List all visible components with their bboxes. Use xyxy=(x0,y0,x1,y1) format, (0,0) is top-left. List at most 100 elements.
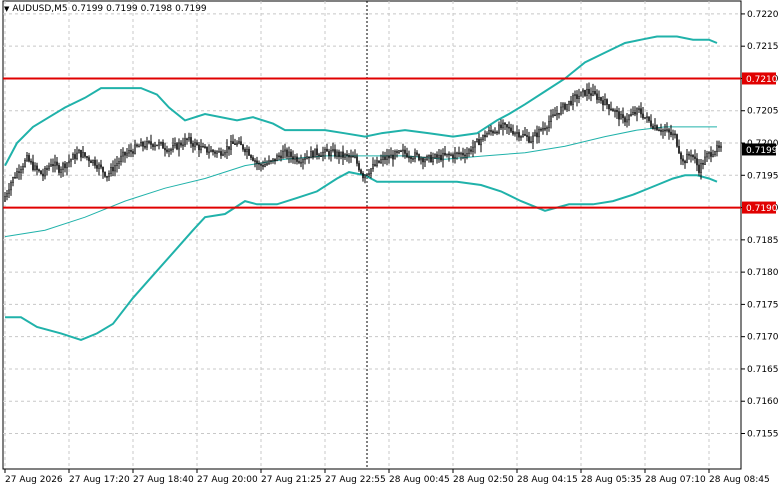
candle-body xyxy=(432,157,434,163)
candle-body xyxy=(570,100,572,105)
candle-body xyxy=(712,154,714,157)
y-tick-label: 0.7165 xyxy=(747,365,779,375)
candle-body xyxy=(430,154,432,163)
candle-body xyxy=(608,104,610,110)
candle-body xyxy=(500,124,502,129)
candle-body xyxy=(8,189,10,194)
candle-body xyxy=(494,131,496,134)
candle-body xyxy=(364,174,366,179)
candle-body xyxy=(502,122,504,129)
candle-body xyxy=(120,155,122,162)
candle-body xyxy=(86,156,88,158)
candle-body xyxy=(672,133,674,136)
candle-body xyxy=(186,138,188,141)
candle-body xyxy=(456,152,458,155)
level-label-bg xyxy=(742,72,776,85)
candle-body xyxy=(204,146,206,148)
candle-body xyxy=(146,141,148,148)
candle-body xyxy=(678,145,680,154)
candle-body xyxy=(26,155,28,161)
candle-body xyxy=(18,171,20,173)
bollinger-lower-band xyxy=(5,171,718,341)
candle-body xyxy=(498,124,500,134)
candle-body xyxy=(706,153,708,158)
candle-body xyxy=(60,169,62,173)
candle-body xyxy=(348,155,350,158)
y-tick-label: 0.7195 xyxy=(747,171,779,181)
candle-body xyxy=(504,122,506,125)
candle-body xyxy=(16,171,18,178)
candle-body xyxy=(218,151,220,153)
candle-body xyxy=(134,144,136,154)
candle-body xyxy=(666,129,668,132)
candle-body xyxy=(22,166,24,170)
candle-body xyxy=(32,161,34,170)
candle-body xyxy=(72,154,74,160)
candle-body xyxy=(192,143,194,147)
candle-body xyxy=(172,144,174,150)
candle-body xyxy=(234,143,236,145)
candle-body xyxy=(262,165,264,167)
candle-body xyxy=(400,150,402,153)
candle-body xyxy=(318,154,320,157)
candle-body xyxy=(308,156,310,159)
candle-body xyxy=(354,156,356,159)
x-tick-label: 28 Aug 02:50 xyxy=(453,475,514,485)
x-tick-label: 28 Aug 00:45 xyxy=(389,475,450,485)
candle-body xyxy=(148,141,150,143)
candle-body xyxy=(556,112,558,116)
candle-body xyxy=(638,108,640,110)
candle-body xyxy=(420,158,422,161)
candle-body xyxy=(104,171,106,177)
candle-body xyxy=(232,141,234,144)
y-tick-label: 0.7205 xyxy=(747,107,779,117)
candle-body xyxy=(682,158,684,162)
candle-body xyxy=(208,151,210,154)
candle-body xyxy=(404,149,406,154)
candle-body xyxy=(64,163,66,169)
candle-body xyxy=(272,158,274,161)
candle-body xyxy=(102,166,104,173)
candle-body xyxy=(76,152,78,159)
candle-body xyxy=(206,146,208,153)
candle-body xyxy=(526,135,528,137)
candle-body xyxy=(656,125,658,131)
y-tick-label: 0.7180 xyxy=(747,268,779,278)
candle-body xyxy=(536,132,538,138)
candle-body xyxy=(334,149,336,157)
symbol-timeframe: AUDUSD,M5 xyxy=(12,4,68,14)
candle-body xyxy=(338,151,340,158)
candle-body xyxy=(560,106,562,115)
candle-body xyxy=(340,151,342,158)
candle-body xyxy=(326,148,328,152)
candle-body xyxy=(546,127,548,129)
candle-body xyxy=(642,113,644,119)
candle-body xyxy=(454,152,456,159)
candle-body xyxy=(166,149,168,152)
candle-body xyxy=(378,160,380,163)
candle-body xyxy=(376,160,378,166)
candle-body xyxy=(100,164,102,168)
candle-body xyxy=(462,152,464,156)
candle-body xyxy=(544,127,546,130)
collapse-triangle-icon[interactable]: ▼ xyxy=(4,5,10,13)
candle-body xyxy=(610,108,612,111)
candle-body xyxy=(358,163,360,171)
high-quote: 0.7199 xyxy=(106,4,138,14)
candle-body xyxy=(276,155,278,162)
y-tick-label: 0.7170 xyxy=(747,333,779,343)
candle-body xyxy=(34,165,36,170)
candle-body xyxy=(528,136,530,143)
candle-body xyxy=(692,154,694,158)
x-tick-label: 28 Aug 08:45 xyxy=(709,475,770,485)
candle-body xyxy=(658,129,660,132)
candle-body xyxy=(296,156,298,162)
candle-body xyxy=(592,91,594,96)
candle-body xyxy=(668,129,670,133)
candle-body xyxy=(406,153,408,158)
candle-body xyxy=(48,165,50,170)
candle-body xyxy=(88,157,90,162)
candle-body xyxy=(568,100,570,105)
